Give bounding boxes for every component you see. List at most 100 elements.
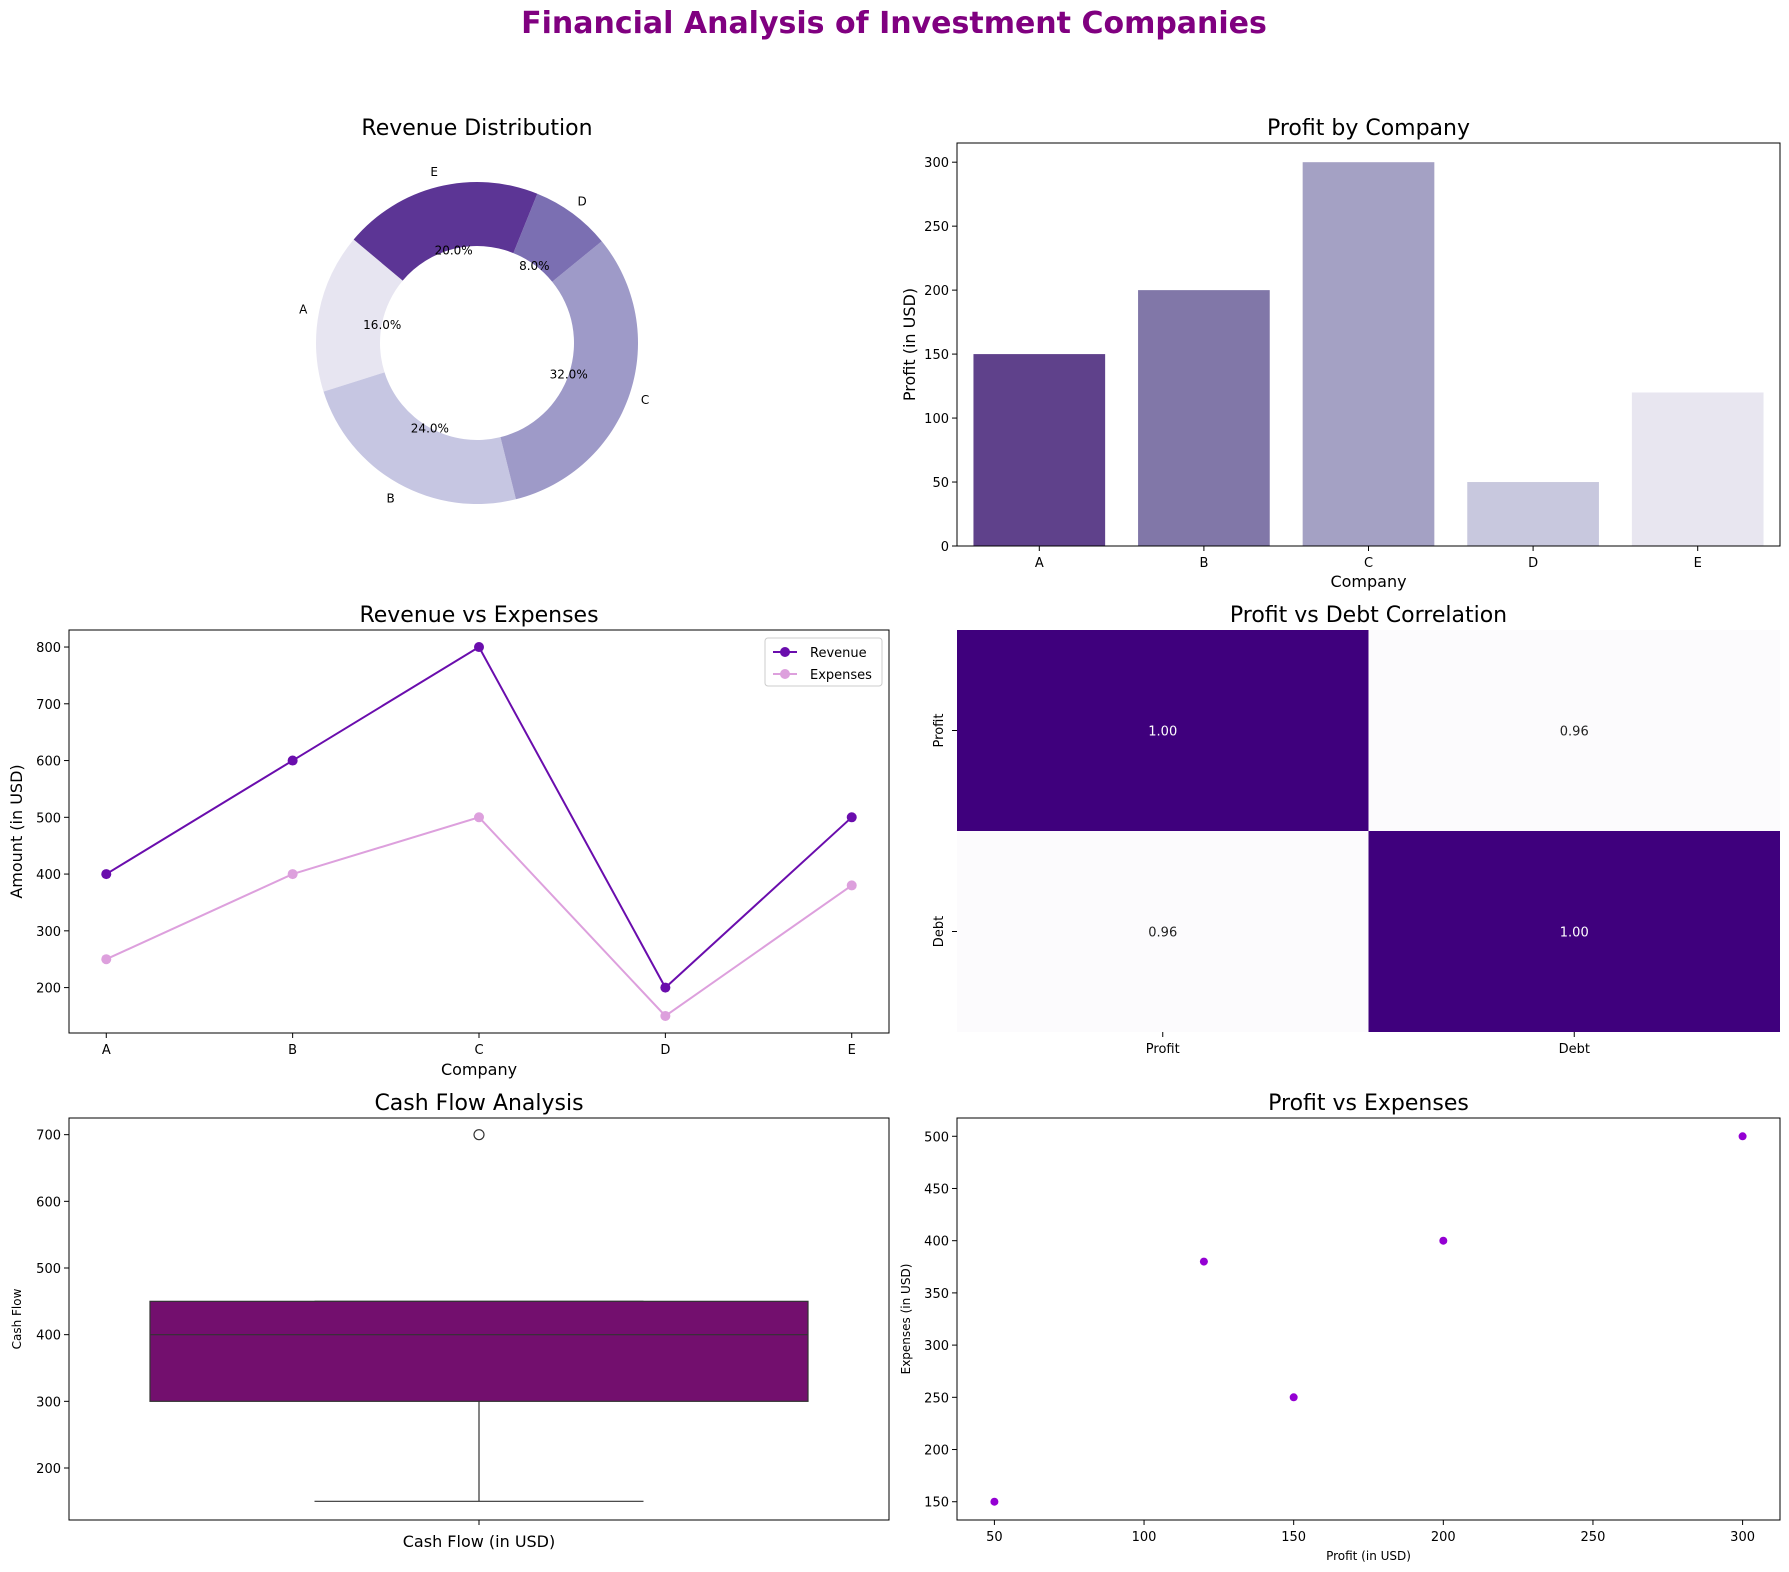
- x-tick-label: E: [1694, 556, 1702, 571]
- y-tick-label: 400: [36, 868, 61, 883]
- series-point: [474, 642, 484, 653]
- y-tick-label: 200: [36, 982, 61, 997]
- pie-percent-label: 16.0%: [363, 318, 401, 332]
- pie-percent-label: 20.0%: [435, 243, 473, 257]
- chart-title: Revenue vs Expenses: [359, 603, 598, 628]
- chart-title: Profit by Company: [1267, 116, 1470, 141]
- series-point: [846, 812, 857, 823]
- y-axis-label: Amount (in USD): [7, 764, 26, 898]
- series-point: [287, 869, 298, 880]
- y-tick-label: Debt: [932, 916, 947, 947]
- heatmap-cell: [957, 831, 1369, 1032]
- series-point: [846, 880, 857, 891]
- y-tick-label: 500: [36, 1262, 61, 1277]
- scatter-point: [990, 1497, 999, 1506]
- scatter-point: [1199, 1257, 1208, 1266]
- bar: [1302, 162, 1435, 546]
- heatmap-value: 1.00: [1148, 725, 1177, 740]
- x-tick-label: E: [848, 1043, 856, 1058]
- series-point: [101, 954, 112, 965]
- x-tick-label: 50: [986, 1530, 1003, 1545]
- x-tick-label: B: [288, 1043, 297, 1058]
- y-tick-label: 100: [924, 412, 949, 427]
- x-tick-label: C: [1364, 556, 1373, 571]
- bar: [1467, 482, 1599, 546]
- revenue-distribution-chart: Revenue Distribution A 16.0% B 24.0% C 32.0% D 8…: [299, 116, 649, 506]
- axes-frame: [68, 629, 890, 1034]
- series-line: [105, 816, 853, 1018]
- y-tick-label: 400: [924, 1235, 949, 1250]
- pie-label: D: [577, 194, 586, 208]
- cash-flow-analysis-chart: Cash Flow Analysis 200 300 400 500 600 700 Cash…: [10, 1091, 890, 1551]
- profit-debt-correlation-heatmap: Profit vs Debt Correlation 1.00 0.96 0.96 1.…: [932, 603, 1780, 1057]
- legend-label: Revenue: [810, 646, 867, 661]
- y-tick-label: 150: [924, 348, 949, 363]
- y-tick-label: 600: [36, 1195, 61, 1210]
- scatter-point: [1439, 1236, 1448, 1245]
- y-tick-label: 350: [924, 1287, 949, 1302]
- y-tick-label: 700: [36, 698, 61, 713]
- profit-by-company-chart: Profit by Company 0 50 100 150 200 250 300 A B C D E…: [900, 116, 1781, 591]
- series-point: [474, 812, 484, 823]
- legend-marker: [780, 647, 790, 657]
- scatter-point: [1289, 1393, 1298, 1402]
- heatmap-value: 1.00: [1560, 926, 1589, 941]
- y-tick-label: 200: [36, 1462, 61, 1477]
- y-axis-label: Cash Flow: [10, 1288, 24, 1349]
- x-axis-label: Profit (in USD): [1326, 1549, 1411, 1563]
- y-tick-label: 300: [924, 1339, 949, 1354]
- chart-title: Profit vs Expenses: [1268, 1091, 1469, 1116]
- y-tick-label: 250: [924, 1391, 949, 1406]
- x-tick-label: B: [1199, 556, 1208, 571]
- pie-slice: [323, 372, 516, 504]
- pie-percent-label: 8.0%: [519, 259, 550, 273]
- y-tick-label: 600: [36, 755, 61, 770]
- series-point: [101, 869, 112, 880]
- x-axis-label: Company: [441, 1060, 517, 1079]
- y-tick-label: 300: [924, 156, 949, 171]
- bar: [1138, 290, 1270, 546]
- figure-title: Financial Analysis of Investment Compani…: [521, 6, 1267, 41]
- x-tick-label: 100: [1132, 1530, 1157, 1545]
- revenue-vs-expenses-chart: Revenue vs Expenses 200 300 400 500 600 700 800…: [7, 603, 890, 1079]
- y-tick-label: 250: [924, 220, 949, 235]
- y-tick-label: 200: [924, 284, 949, 299]
- legend-label: Expenses: [810, 668, 872, 683]
- x-axis-label: Cash Flow (in USD): [403, 1532, 556, 1551]
- x-tick-label: A: [1035, 556, 1044, 571]
- pie-slice: [513, 193, 602, 282]
- heatmap-value: 0.96: [1560, 725, 1589, 740]
- series-point: [660, 982, 671, 993]
- x-tick-label: C: [474, 1043, 483, 1058]
- pie-slice: [353, 181, 538, 281]
- y-tick-label: 0: [941, 540, 949, 555]
- pie-slice: [500, 241, 638, 500]
- series-point: [660, 1010, 671, 1021]
- profit-vs-expenses-chart: Profit vs Expenses 150 200 250 300 350 400 450 5…: [899, 1091, 1781, 1563]
- pie-label: C: [641, 393, 649, 407]
- x-tick-label: 250: [1581, 1530, 1606, 1545]
- y-tick-label: 300: [36, 925, 61, 940]
- x-tick-label: Profit: [1146, 1042, 1180, 1057]
- x-tick-label: A: [102, 1043, 111, 1058]
- heatmap-cell: [1368, 831, 1780, 1032]
- scatter-point: [1738, 1132, 1747, 1141]
- x-tick-label: 300: [1730, 1530, 1755, 1545]
- chart-title: Profit vs Debt Correlation: [1230, 603, 1507, 628]
- axes-frame: [956, 1117, 1781, 1521]
- pie-percent-label: 24.0%: [411, 421, 449, 435]
- y-tick-label: 800: [36, 641, 61, 656]
- box-outlier: [473, 1129, 485, 1141]
- heatmap-value: 0.96: [1148, 926, 1177, 941]
- y-axis-label: Profit (in USD): [900, 288, 919, 401]
- x-tick-label: D: [1528, 556, 1538, 571]
- y-tick-label: Profit: [932, 714, 947, 748]
- y-tick-label: 500: [924, 1130, 949, 1145]
- pie-percent-label: 32.0%: [550, 367, 588, 381]
- x-tick-label: 200: [1431, 1530, 1456, 1545]
- pie-label: B: [386, 492, 394, 506]
- chart-title: Cash Flow Analysis: [374, 1091, 583, 1116]
- y-tick-label: 50: [932, 476, 949, 491]
- y-tick-label: 400: [36, 1329, 61, 1344]
